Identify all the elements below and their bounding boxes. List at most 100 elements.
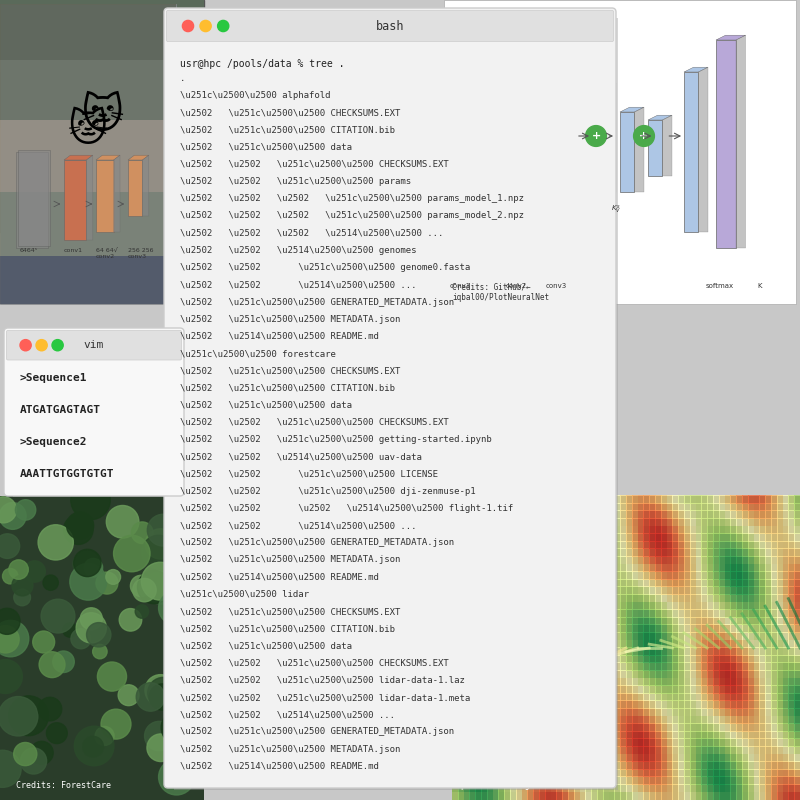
Bar xyxy=(533,662,540,670)
Circle shape xyxy=(95,530,126,562)
Bar xyxy=(510,518,517,526)
Bar xyxy=(614,738,621,747)
Bar xyxy=(539,563,546,572)
Bar xyxy=(777,556,783,565)
Bar xyxy=(702,662,708,670)
Bar xyxy=(782,715,789,724)
Bar xyxy=(684,579,690,587)
Bar xyxy=(718,571,726,579)
Bar xyxy=(486,731,494,739)
Bar xyxy=(649,746,656,754)
Circle shape xyxy=(100,489,118,507)
Bar xyxy=(725,495,731,504)
Bar xyxy=(463,586,470,595)
Bar xyxy=(539,685,546,694)
Bar xyxy=(539,762,546,770)
Bar xyxy=(463,678,470,686)
Bar xyxy=(736,701,743,709)
Text: conv2: conv2 xyxy=(506,283,526,289)
Bar xyxy=(736,784,743,792)
Bar xyxy=(493,654,499,663)
Bar xyxy=(463,594,470,602)
Bar xyxy=(574,701,581,709)
Bar xyxy=(452,594,458,602)
Bar xyxy=(475,723,482,731)
Bar xyxy=(626,769,633,778)
Bar xyxy=(486,762,494,770)
Circle shape xyxy=(114,736,138,758)
Bar xyxy=(568,526,574,534)
Bar xyxy=(649,594,656,602)
Bar xyxy=(649,526,656,534)
Bar xyxy=(742,792,749,800)
Bar xyxy=(591,518,598,526)
Text: \u2502   \u251c\u2500\u2500 METADATA.json: \u2502 \u251c\u2500\u2500 METADATA.json xyxy=(180,314,400,324)
Bar xyxy=(695,556,702,565)
Text: \u2502   \u251c\u2500\u2500 GENERATED_METADATA.json: \u2502 \u251c\u2500\u2500 GENERATED_META… xyxy=(180,727,454,737)
Bar xyxy=(789,586,795,595)
Bar xyxy=(672,632,679,640)
Bar xyxy=(638,632,644,640)
Bar xyxy=(777,693,783,701)
Bar xyxy=(655,715,662,724)
Bar xyxy=(748,647,754,656)
Bar xyxy=(707,670,714,678)
Bar xyxy=(498,708,505,717)
Bar xyxy=(498,624,505,633)
Bar xyxy=(718,701,726,709)
Bar xyxy=(557,533,563,542)
Bar xyxy=(672,518,679,526)
Bar xyxy=(649,731,656,739)
Bar xyxy=(586,541,592,549)
Bar xyxy=(666,746,673,754)
Bar xyxy=(794,526,800,534)
Circle shape xyxy=(6,602,26,622)
Bar xyxy=(533,502,540,511)
Bar xyxy=(736,746,743,754)
Polygon shape xyxy=(698,67,708,232)
Bar xyxy=(666,624,673,633)
Bar xyxy=(579,602,586,610)
Bar xyxy=(765,594,772,602)
Bar xyxy=(782,617,789,626)
Bar xyxy=(771,602,778,610)
Bar xyxy=(655,678,662,686)
Bar xyxy=(684,632,690,640)
Bar xyxy=(632,571,638,579)
Bar xyxy=(458,693,464,701)
Bar xyxy=(754,647,760,656)
Bar xyxy=(522,670,528,678)
Bar xyxy=(568,678,574,686)
Bar xyxy=(777,610,783,618)
Bar xyxy=(771,610,778,618)
Bar xyxy=(678,579,685,587)
Bar xyxy=(539,556,546,565)
Bar xyxy=(713,617,719,626)
Bar xyxy=(574,624,581,633)
Bar xyxy=(765,647,772,656)
Bar xyxy=(782,518,789,526)
Bar xyxy=(486,708,494,717)
Bar xyxy=(777,738,783,747)
Bar xyxy=(475,693,482,701)
Bar xyxy=(718,715,726,724)
Bar xyxy=(742,541,749,549)
Bar xyxy=(742,685,749,694)
Bar xyxy=(782,624,789,633)
Bar xyxy=(579,617,586,626)
Bar xyxy=(504,662,510,670)
Bar xyxy=(550,579,557,587)
Bar xyxy=(562,670,569,678)
Bar xyxy=(597,579,604,587)
Bar xyxy=(655,662,662,670)
Bar xyxy=(707,776,714,785)
Bar xyxy=(725,670,731,678)
Bar xyxy=(632,647,638,656)
Bar xyxy=(690,738,696,747)
Bar xyxy=(545,502,551,511)
Bar xyxy=(713,579,719,587)
Bar xyxy=(794,746,800,754)
Bar xyxy=(649,701,656,709)
Bar xyxy=(574,556,581,565)
Bar xyxy=(493,762,499,770)
